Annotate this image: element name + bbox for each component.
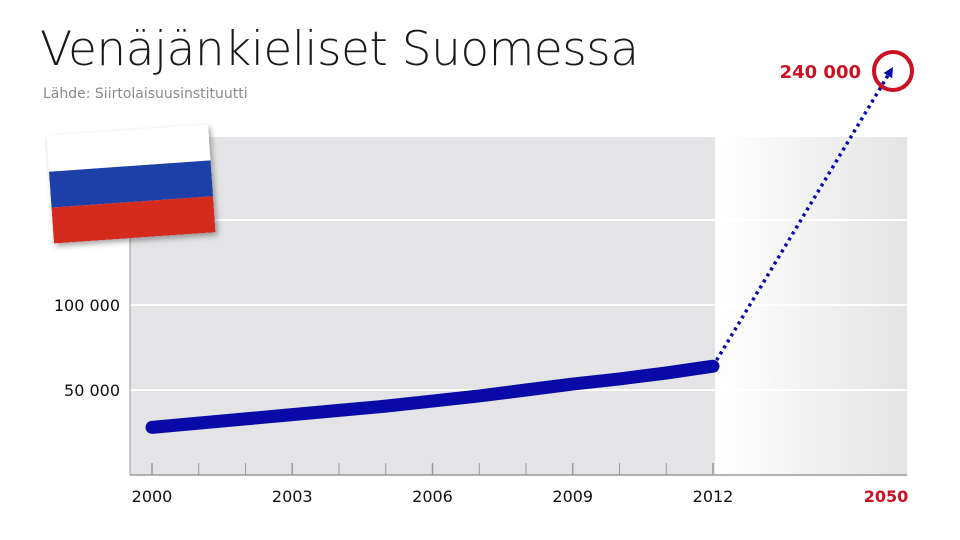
x-tick-label: 2009 (552, 487, 593, 506)
annotations: 240 000 (780, 50, 914, 92)
x-tick-label: 2012 (693, 487, 734, 506)
series-line-actual (145, 359, 720, 434)
y-tick-label: 50 000 (64, 381, 120, 400)
y-axis-labels: 50 000 100 000 (54, 296, 120, 400)
x-tick-label: 2050 (864, 487, 909, 506)
chart-title: Venäjänkieliset Suomessa (40, 22, 639, 77)
x-tick-label: 2003 (272, 487, 313, 506)
x-tick-label: 2006 (412, 487, 453, 506)
series-group (145, 66, 895, 434)
russian-flag (46, 124, 216, 244)
x-tick-label: 2000 (132, 487, 173, 506)
chart-source: Lähde: Siirtolaisuusinstituutti (43, 86, 248, 102)
annotation-circle (872, 50, 914, 92)
x-axis-ticks (151, 463, 714, 475)
projection-arrowhead (883, 67, 893, 79)
y-tick-label: 100 000 (54, 296, 120, 315)
annotation-label: 240 000 (780, 62, 861, 83)
series-line-projection (711, 66, 895, 368)
x-axis-labels: 2000 2003 2006 2009 2012 2050 (132, 487, 909, 506)
